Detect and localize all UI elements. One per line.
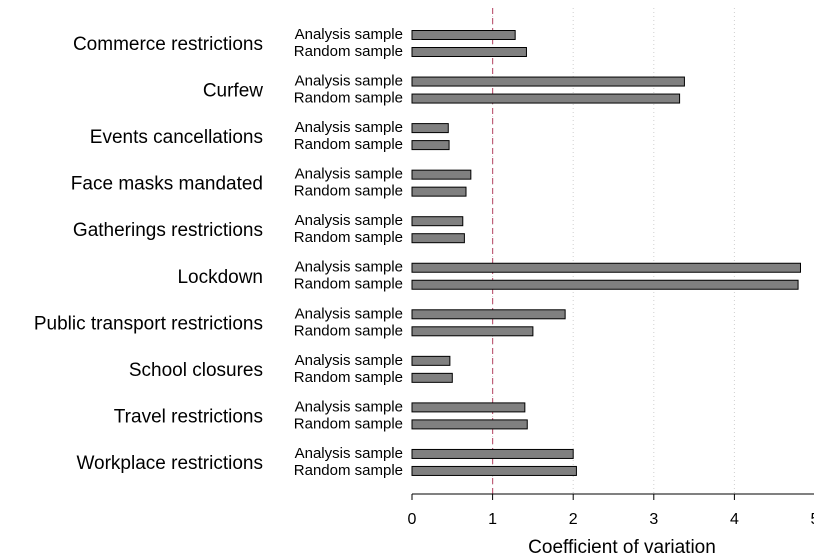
series-label: Analysis sample [295,352,403,369]
x-tick-label: 0 [408,511,417,528]
series-label: Analysis sample [295,398,403,415]
series-label: Random sample [294,43,403,60]
series-label: Random sample [294,136,403,153]
bar [411,448,574,459]
series-label: Analysis sample [295,212,403,229]
series-label: Random sample [294,183,403,200]
bar [411,169,472,180]
bar [411,233,465,244]
bar [411,355,451,366]
series-label: Analysis sample [295,259,403,276]
category-label: Travel restrictions [114,406,263,427]
category-label: Public transport restrictions [34,313,263,334]
bar [411,372,453,383]
bar [411,419,528,430]
bar [411,93,681,104]
bar [411,123,449,134]
bar [411,402,526,413]
series-label: Analysis sample [295,166,403,183]
category-label: Events cancellations [90,127,263,148]
category-label: Commerce restrictions [73,34,263,55]
series-label: Random sample [294,415,403,432]
x-tick-label: 2 [569,511,578,528]
bar [411,76,685,87]
category-label: Gatherings restrictions [73,220,263,241]
bar [411,262,801,273]
series-label: Random sample [294,322,403,339]
bar [411,309,566,320]
x-tick-label: 4 [730,511,739,528]
series-label: Random sample [294,276,403,293]
series-label: Analysis sample [295,445,403,462]
category-label: Lockdown [177,267,263,288]
bar [411,186,467,197]
series-label: Analysis sample [295,305,403,322]
bar [411,140,450,151]
series-label: Random sample [294,90,403,107]
category-label: School closures [129,360,263,381]
x-tick-label: 5 [811,511,814,528]
category-label: Curfew [203,81,263,102]
series-label: Random sample [294,229,403,246]
series-label: Random sample [294,462,403,479]
bar [411,465,577,476]
bar [411,279,799,290]
bar [411,326,534,337]
x-axis-title: Coefficient of variation [528,537,716,558]
bar [411,30,516,40]
series-label: Random sample [294,369,403,386]
series-label: Analysis sample [295,119,403,136]
category-label: Workplace restrictions [76,453,263,474]
bar [411,216,464,227]
series-label: Analysis sample [295,73,403,90]
x-tick-label: 1 [488,511,497,528]
x-tick-label: 3 [649,511,658,528]
series-label: Analysis sample [295,26,403,43]
category-label: Face masks mandated [71,174,263,195]
bar [411,47,527,57]
